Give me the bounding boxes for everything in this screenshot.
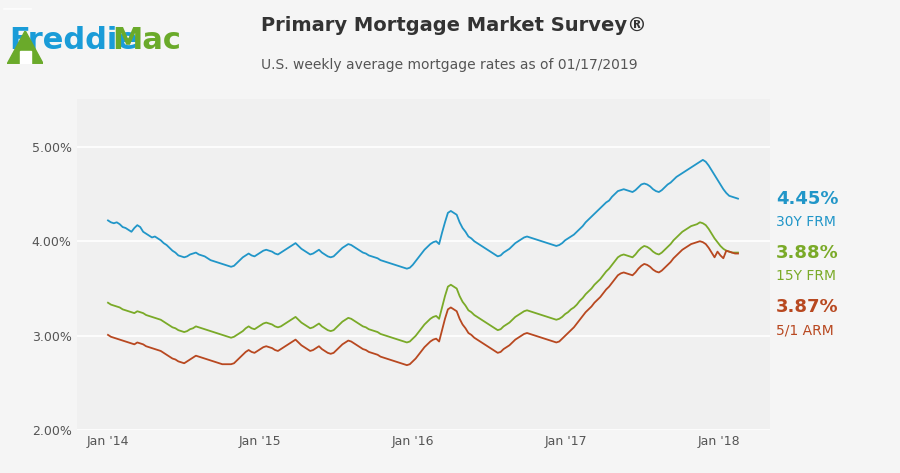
Text: U.S. weekly average mortgage rates as of 01/17/2019: U.S. weekly average mortgage rates as of… xyxy=(261,58,637,72)
Bar xyxy=(20,51,31,64)
Text: 15Y FRM: 15Y FRM xyxy=(776,269,836,283)
Text: Primary Mortgage Market Survey®: Primary Mortgage Market Survey® xyxy=(261,16,647,35)
Text: 30Y FRM: 30Y FRM xyxy=(776,215,836,229)
Polygon shape xyxy=(7,31,43,64)
Text: 5/1 ARM: 5/1 ARM xyxy=(776,324,833,338)
Text: 3.87%: 3.87% xyxy=(776,298,839,316)
Text: 4.45%: 4.45% xyxy=(776,190,839,208)
Text: 3.88%: 3.88% xyxy=(776,244,839,262)
Text: Freddie: Freddie xyxy=(9,26,138,55)
Text: Mac: Mac xyxy=(112,26,182,55)
